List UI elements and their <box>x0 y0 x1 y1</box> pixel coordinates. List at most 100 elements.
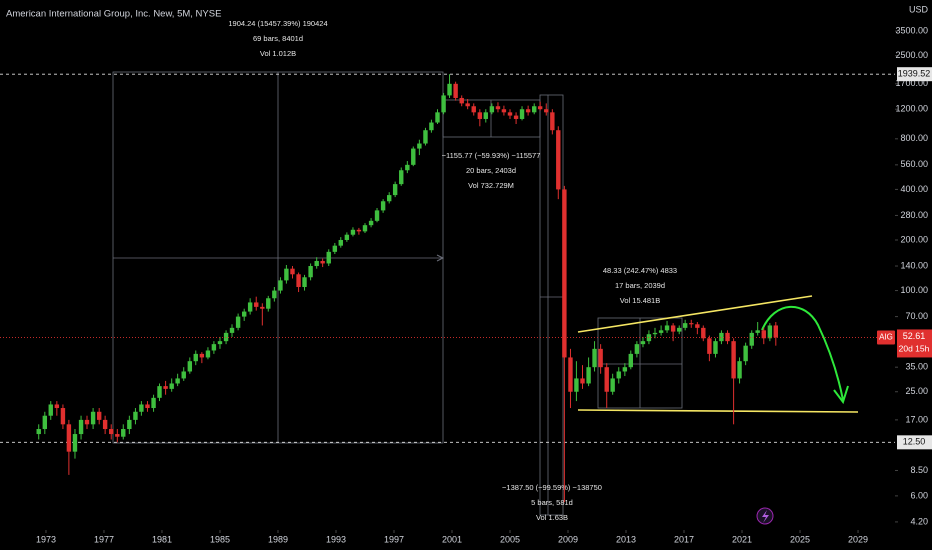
measure-label: Vol 15.481B <box>620 296 660 305</box>
candle-body <box>556 130 561 190</box>
y-tick-label: 35.00 <box>905 362 928 372</box>
candle-body <box>60 408 66 425</box>
candle-body <box>622 367 628 372</box>
candle-body <box>628 353 633 368</box>
candle-body <box>423 130 428 144</box>
candle-body <box>755 330 760 333</box>
x-tick-label: 2009 <box>558 534 578 544</box>
candle-body <box>284 268 289 281</box>
candle-body <box>374 210 380 221</box>
candle-body <box>187 361 193 372</box>
candle-body <box>169 383 174 389</box>
candle-body <box>175 378 180 384</box>
y-tick-label: 140.00 <box>900 260 928 270</box>
candle-body <box>247 302 253 312</box>
candle-body <box>223 332 229 342</box>
candle-body <box>66 424 72 452</box>
candle-body <box>737 361 742 379</box>
y-tick-label: 6.00 <box>910 490 928 500</box>
candle-body <box>326 251 331 264</box>
candle-body <box>532 106 537 113</box>
candle-body <box>145 404 150 409</box>
last-price-tag <box>897 329 932 358</box>
candle-body <box>199 353 205 358</box>
candle-body <box>151 397 156 409</box>
candle-body <box>399 170 404 185</box>
candle-body <box>544 109 549 113</box>
candle-body <box>743 345 748 362</box>
candle-body <box>604 367 609 392</box>
candle-body <box>139 404 144 412</box>
candle-body <box>405 164 410 171</box>
x-tick-label: 2001 <box>442 534 462 544</box>
candle-body <box>562 189 567 358</box>
measure-label: Vol 732.729M <box>468 181 514 190</box>
candle-body <box>272 290 277 299</box>
candle-body <box>368 220 374 226</box>
measure-label: Vol 1.012B <box>260 49 296 58</box>
chart-title: American International Group, Inc. New, … <box>6 9 221 20</box>
measure-arrow <box>436 254 445 262</box>
candle-body <box>133 411 138 420</box>
candle-body <box>260 306 265 309</box>
candle-body <box>550 112 555 131</box>
x-tick-label: 2021 <box>732 534 752 544</box>
measure-label: 1904.24 (15457.39%) 190424 <box>228 19 327 28</box>
candle-body <box>290 268 295 275</box>
price-line-label: 1939.52 <box>898 69 931 79</box>
candle-body <box>713 341 718 354</box>
candle-body <box>447 83 452 96</box>
x-tick-label: 1989 <box>268 534 288 544</box>
candle-body <box>441 95 446 113</box>
x-tick-label: 1973 <box>36 534 56 544</box>
candle-body <box>193 353 198 362</box>
measure-label: 5 bars, 581d <box>531 498 573 507</box>
forecast-arrowhead <box>833 385 849 405</box>
candle-body <box>767 325 773 339</box>
candle-body <box>332 245 338 252</box>
candle-body <box>525 109 531 113</box>
candle-body <box>302 277 307 288</box>
measure-label: −1155.77 (−59.93%) −115577 <box>442 151 541 160</box>
candle-body <box>507 112 513 116</box>
candle-body <box>489 106 495 113</box>
candle-body <box>701 327 706 339</box>
measure-label: 69 bars, 8401d <box>253 34 303 43</box>
candle-body <box>115 434 120 437</box>
candle-body <box>761 330 766 339</box>
candle-body <box>707 338 712 354</box>
candle-body <box>471 106 476 113</box>
candle-body <box>677 327 682 332</box>
candle-body <box>266 298 271 309</box>
candle-body <box>356 229 362 232</box>
candle-body <box>235 316 241 328</box>
candle-body <box>519 109 525 119</box>
trend-line <box>577 409 859 413</box>
candle-body <box>465 103 470 107</box>
candle-body <box>483 112 488 119</box>
y-tick-label: 3500.00 <box>895 25 928 35</box>
y-tick-label: 70.00 <box>905 311 928 321</box>
candle-body <box>749 332 754 346</box>
candle-body <box>435 112 440 123</box>
candle-body <box>84 419 90 425</box>
price-line-label: 12.50 <box>903 437 926 447</box>
candle-body <box>163 386 168 389</box>
candle-body <box>459 97 464 104</box>
candle-body <box>429 122 434 131</box>
candle-body <box>211 344 217 351</box>
y-tick-label: 200.00 <box>900 234 928 244</box>
candle-body <box>670 325 676 332</box>
candle-body <box>719 332 724 342</box>
x-tick-label: 1977 <box>94 534 114 544</box>
candle-body <box>682 323 688 328</box>
symbol-label: AIG <box>879 333 893 342</box>
candle-body <box>36 429 41 435</box>
x-tick-label: 1997 <box>384 534 404 544</box>
candle-body <box>610 378 615 392</box>
candle-body <box>495 106 501 110</box>
candle-body <box>127 419 132 430</box>
y-tick-label: 100.00 <box>900 285 928 295</box>
candle-body <box>54 404 60 409</box>
